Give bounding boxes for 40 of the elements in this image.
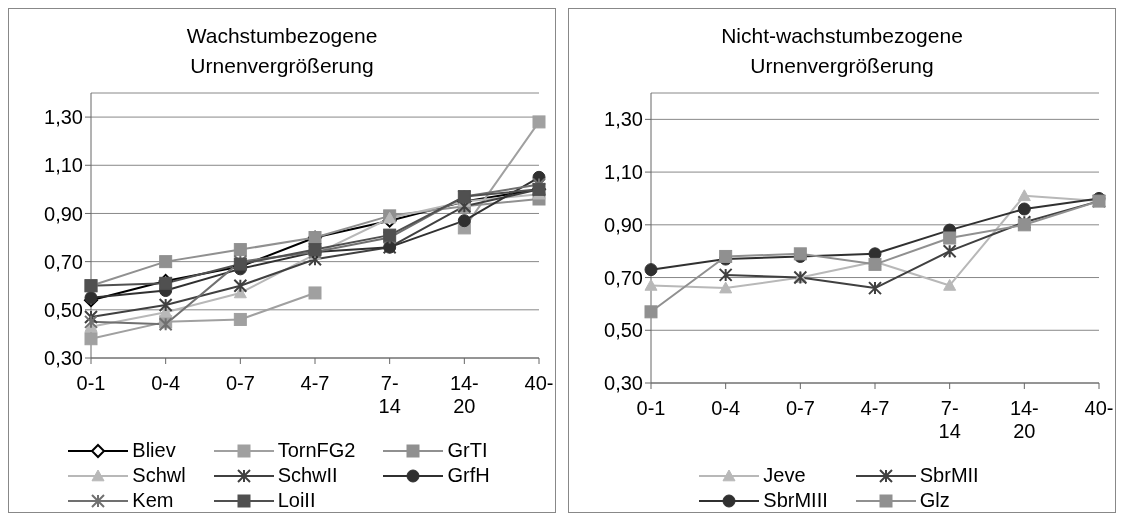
legend-label: SchwII bbox=[277, 463, 338, 488]
x-tick-label: 7-14 bbox=[938, 397, 961, 442]
y-tick-label: 0,30 bbox=[604, 372, 643, 395]
legend-label: LoiII bbox=[277, 488, 316, 513]
x-tick-label: 0-4 bbox=[151, 372, 181, 394]
x-tick-label: 0-1 bbox=[636, 397, 666, 419]
x-tick-label: 0-7 bbox=[225, 372, 255, 394]
y-tick-label: 1,10 bbox=[44, 154, 83, 177]
x-tick-label: 14-20 bbox=[449, 372, 479, 417]
legend-label: GrTI bbox=[447, 438, 488, 463]
y-tick-label: 0,90 bbox=[604, 213, 643, 236]
y-tick-label: 1,30 bbox=[604, 108, 643, 131]
legend-label: SbrMIII bbox=[763, 488, 828, 513]
x-tick-label: 0-4 bbox=[711, 397, 741, 419]
legend-label: GrfH bbox=[447, 463, 490, 488]
x-tick-label: 40- bbox=[1084, 397, 1114, 419]
chart-title: Nicht-wachstumbezogene Urnenvergrößerung bbox=[720, 23, 964, 79]
x-tick-label: 7-14 bbox=[378, 372, 401, 417]
legend-label: TornFG2 bbox=[277, 438, 356, 463]
x-tick-label: 4-7 bbox=[300, 372, 330, 394]
legend-label: Jeve bbox=[763, 463, 806, 488]
x-tick-label: 0-7 bbox=[785, 397, 815, 419]
y-tick-label: 1,30 bbox=[44, 106, 83, 129]
y-tick-label: 0,30 bbox=[44, 347, 83, 370]
y-tick-label: 0,70 bbox=[604, 266, 643, 289]
y-tick-label: 0,50 bbox=[44, 298, 83, 321]
x-tick-label: 40- bbox=[524, 372, 554, 394]
legend-label: Schwl bbox=[132, 463, 186, 488]
chart-title: Wachstumbezogene Urnenvergrößerung bbox=[185, 23, 379, 79]
legend-label: Kem bbox=[132, 488, 174, 513]
legend-label: Glz bbox=[919, 488, 950, 513]
x-tick-label: 4-7 bbox=[860, 397, 890, 419]
legend-label: SbrMII bbox=[919, 463, 979, 488]
y-tick-label: 1,10 bbox=[604, 161, 643, 184]
x-tick-label: 0-1 bbox=[76, 372, 106, 394]
y-tick-label: 0,70 bbox=[44, 250, 83, 273]
y-tick-label: 0,90 bbox=[44, 202, 83, 225]
x-tick-label: 14-20 bbox=[1009, 397, 1039, 442]
y-tick-label: 0,50 bbox=[604, 319, 643, 342]
legend-label: Bliev bbox=[132, 438, 176, 463]
